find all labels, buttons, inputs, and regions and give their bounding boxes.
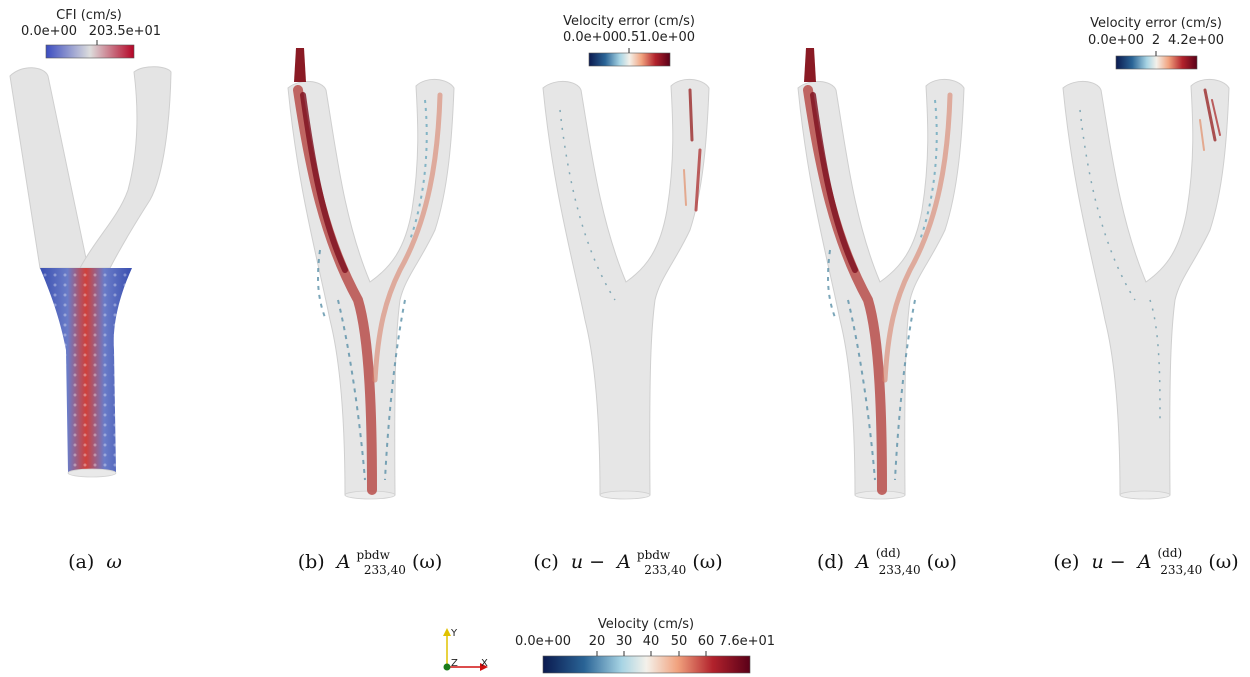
panel-e-colorbar-gradient [1115, 55, 1198, 70]
z-axis-dot-icon [443, 663, 451, 671]
main-colorbar-tick-0: 0.0e+00 [515, 634, 571, 649]
panel-a-colorbar: CFI (cm/s) 0.0e+00 20 3.5e+01 [21, 8, 161, 59]
panel-c-colorbar: Velocity error (cm/s) 0.0e+00 0.5 1.0e+0… [563, 14, 695, 67]
caption-c: (c) u − A pbdw 233,40 (ω) [533, 542, 722, 579]
caption-b: (b) A pbdw 233,40 (ω) [298, 542, 443, 579]
panel-d [797, 48, 965, 500]
x-axis-arrow-icon [480, 663, 488, 671]
panel-e-colorbar: Velocity error (cm/s) 0.0e+00 2 4.2e+00 [1088, 16, 1224, 70]
panel-c-vessel [542, 79, 710, 500]
main-colorbar-tick-60: 60 [698, 634, 715, 649]
panel-a-colorbar-title: CFI (cm/s) [56, 8, 122, 23]
panel-b [287, 48, 455, 500]
z-axis-label: Z [451, 658, 458, 669]
panel-c-tick-max: 1.0e+00 [639, 30, 695, 45]
panel-c: Velocity error (cm/s) 0.0e+00 0.5 1.0e+0… [542, 14, 710, 500]
orientation-axes: Y X Z [443, 628, 488, 671]
panel-c-colorbar-gradient [588, 52, 671, 67]
panel-e-colorbar-title: Velocity error (cm/s) [1090, 16, 1222, 31]
panel-a: CFI (cm/s) 0.0e+00 20 3.5e+01 [9, 8, 172, 478]
panel-e-tick-max: 4.2e+00 [1168, 33, 1224, 48]
caption-a: (a) ω [68, 551, 122, 573]
x-axis-label: X [481, 658, 488, 669]
panel-e-tick-min: 0.0e+00 [1088, 33, 1144, 48]
main-colorbar-tick-max: 7.6e+01 [719, 634, 775, 649]
panel-c-colorbar-title: Velocity error (cm/s) [563, 14, 695, 29]
panel-d-vessel [797, 48, 965, 500]
main-colorbar-tick-30: 30 [616, 634, 633, 649]
main-colorbar-gradient [542, 655, 751, 674]
y-axis-arrow-icon [443, 628, 451, 636]
main-colorbar-tick-50: 50 [671, 634, 688, 649]
panel-a-tick-mid: 20 [89, 24, 106, 39]
main-colorbar-title: Velocity (cm/s) [598, 617, 694, 632]
panel-e-tick-mid: 2 [1152, 33, 1160, 48]
panel-a-tick-max: 3.5e+01 [105, 24, 161, 39]
main-colorbar-tick-40: 40 [643, 634, 660, 649]
main-colorbar-tick-20: 20 [589, 634, 606, 649]
panel-a-tick-min: 0.0e+00 [21, 24, 77, 39]
panel-a-vessel [9, 66, 172, 478]
panel-c-tick-min: 0.0e+00 [563, 30, 619, 45]
captions: (a) ω (b) A pbdw 233,40 (ω) (c) u − A pb… [68, 540, 1239, 579]
panel-a-colorbar-gradient [45, 44, 135, 59]
panel-e: Velocity error (cm/s) 0.0e+00 2 4.2e+00 [1062, 16, 1230, 500]
panel-c-tick-mid: 0.5 [619, 30, 640, 45]
panel-b-vessel [287, 48, 455, 500]
y-axis-label: Y [450, 628, 458, 639]
panel-e-vessel [1062, 79, 1230, 500]
caption-e: (e) u − A (dd) 233,40 (ω) [1053, 540, 1238, 579]
caption-d: (d) A (dd) 233,40 (ω) [817, 540, 957, 579]
main-colorbar: Velocity (cm/s) 0.0e+00 20 30 40 50 60 7… [515, 617, 775, 674]
